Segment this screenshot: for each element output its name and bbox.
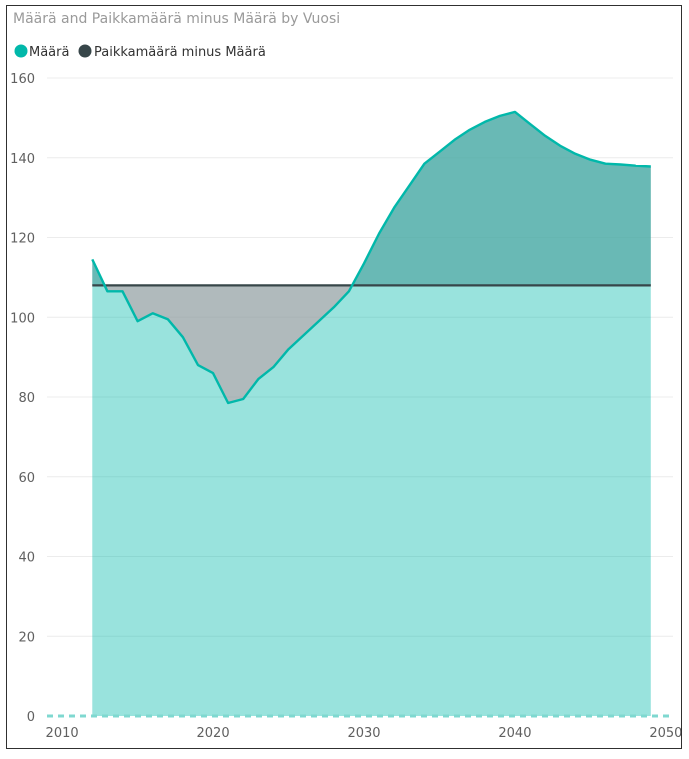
data-point-maara[interactable] xyxy=(149,309,157,317)
y-tick-label: 0 xyxy=(27,710,35,725)
y-tick-label: 160 xyxy=(10,72,35,87)
y-tick-label: 120 xyxy=(10,232,35,247)
data-point-maara[interactable] xyxy=(511,108,519,116)
data-point-maara[interactable] xyxy=(617,161,625,169)
x-tick-label: 2020 xyxy=(197,726,230,741)
y-tick-label: 80 xyxy=(18,391,35,406)
data-point-maara[interactable] xyxy=(420,160,428,168)
x-axis: 2010 2020 2030 2040 2050 xyxy=(46,726,681,741)
data-point-maara[interactable] xyxy=(435,148,443,156)
data-point-maara[interactable] xyxy=(209,369,217,377)
data-point-maara[interactable] xyxy=(526,120,534,128)
data-point-maara[interactable] xyxy=(254,375,262,383)
gridlines xyxy=(47,77,673,637)
y-tick-label: 60 xyxy=(18,471,35,486)
data-point-maara[interactable] xyxy=(345,287,353,295)
data-point-maara[interactable] xyxy=(632,162,640,170)
x-tick-label: 2030 xyxy=(347,726,380,741)
chart-frame: Määrä and Paikkamäärä minus Määrä by Vuo… xyxy=(6,5,682,749)
data-point-maara[interactable] xyxy=(466,126,474,134)
data-point-maara[interactable] xyxy=(496,112,504,120)
data-point-maara[interactable] xyxy=(118,287,126,295)
x-tick-label: 2050 xyxy=(649,726,681,741)
data-point-maara[interactable] xyxy=(390,204,398,212)
data-point-maara[interactable] xyxy=(103,287,111,295)
series-paikkamaara-area[interactable] xyxy=(92,111,651,404)
x-tick-label: 2010 xyxy=(46,726,79,741)
y-tick-label: 140 xyxy=(10,152,35,167)
data-point-maara[interactable] xyxy=(571,150,579,158)
data-point-maara[interactable] xyxy=(269,363,277,371)
series-maara-area[interactable] xyxy=(92,111,651,716)
data-point-maara[interactable] xyxy=(300,331,308,339)
data-point-maara[interactable] xyxy=(556,142,564,150)
y-tick-label: 20 xyxy=(18,630,35,645)
legend: Määrä Paikkamäärä minus Määrä xyxy=(14,44,266,60)
data-point-maara[interactable] xyxy=(586,156,594,164)
plot-area xyxy=(47,108,673,718)
data-point-maara[interactable] xyxy=(481,118,489,126)
data-point-maara[interactable] xyxy=(315,317,323,325)
data-point-maara[interactable] xyxy=(179,333,187,341)
legend-marker-paikkamaara[interactable] xyxy=(78,44,92,58)
series-maara-line[interactable] xyxy=(91,110,651,405)
chart-svg: Määrä and Paikkamäärä minus Määrä by Vuo… xyxy=(10,11,681,741)
x-tick-label: 2040 xyxy=(498,726,531,741)
data-point-maara[interactable] xyxy=(602,160,610,168)
data-point-maara[interactable] xyxy=(239,395,247,403)
data-point-maara[interactable] xyxy=(405,182,413,190)
data-point-maara[interactable] xyxy=(330,303,338,311)
data-point-maara[interactable] xyxy=(285,345,293,353)
data-point-maara[interactable] xyxy=(134,317,142,325)
legend-marker-maara[interactable] xyxy=(14,44,28,58)
data-point-maara[interactable] xyxy=(360,259,368,267)
data-point-maara[interactable] xyxy=(541,132,549,140)
legend-label-maara[interactable]: Määrä xyxy=(29,45,69,60)
data-point-maara[interactable] xyxy=(647,163,655,171)
data-point-maara[interactable] xyxy=(224,399,232,407)
data-point-maara[interactable] xyxy=(194,361,202,369)
data-point-maara[interactable] xyxy=(451,136,459,144)
y-tick-label: 100 xyxy=(10,311,35,326)
data-point-maara[interactable] xyxy=(88,255,96,263)
data-point-maara[interactable] xyxy=(164,315,172,323)
chart-title: Määrä and Paikkamäärä minus Määrä by Vuo… xyxy=(13,11,340,27)
y-tick-label: 40 xyxy=(18,551,35,566)
y-axis: 0 20 40 60 80 100 120 140 160 xyxy=(10,72,35,725)
legend-label-paikkamaara[interactable]: Paikkamäärä minus Määrä xyxy=(94,45,266,60)
data-point-maara[interactable] xyxy=(375,230,383,238)
